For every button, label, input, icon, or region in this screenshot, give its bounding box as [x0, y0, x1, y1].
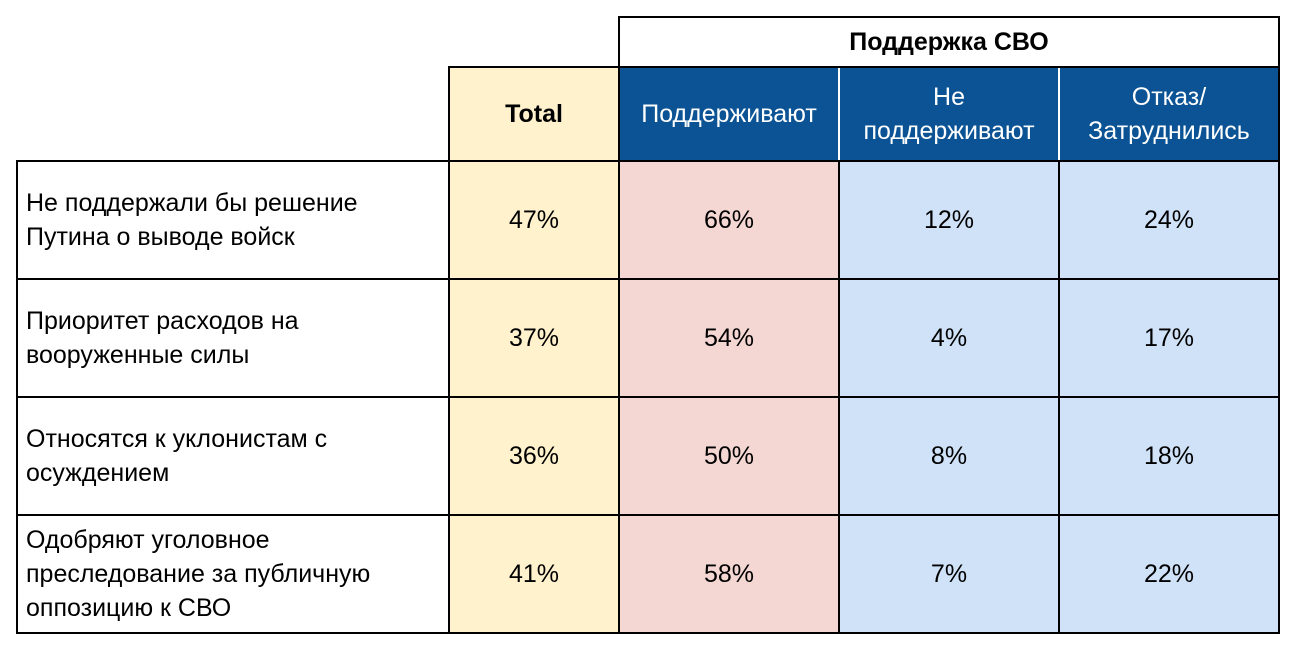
cell-not-support-4: 7%: [838, 514, 1060, 634]
cell-support-2: 54%: [618, 278, 840, 398]
column-header-not-support: Не поддерживают: [838, 66, 1060, 162]
cell-refusal-1: 24%: [1058, 160, 1280, 280]
cell-total-3: 36%: [448, 396, 620, 516]
cell-refusal-3: 18%: [1058, 396, 1280, 516]
cell-refusal-4: 22%: [1058, 514, 1280, 634]
cell-support-4: 58%: [618, 514, 840, 634]
cell-total-2: 37%: [448, 278, 620, 398]
row-label-2: Приоритет расходов на вооруженные силы: [16, 278, 450, 398]
cell-total-4: 41%: [448, 514, 620, 634]
cell-not-support-2: 4%: [838, 278, 1060, 398]
row-label-1: Не поддержали бы решение Путина о выводе…: [16, 160, 450, 280]
cell-refusal-2: 17%: [1058, 278, 1280, 398]
cell-not-support-3: 8%: [838, 396, 1060, 516]
column-header-refusal: Отказ/ Затруднились: [1058, 66, 1280, 162]
cell-not-support-1: 12%: [838, 160, 1060, 280]
group-header-svo: Поддержка СВО: [618, 16, 1280, 68]
cell-total-1: 47%: [448, 160, 620, 280]
cell-support-3: 50%: [618, 396, 840, 516]
column-header-support: Поддерживают: [618, 66, 840, 162]
row-label-4: Одобряют уголовное преследование за публ…: [16, 514, 450, 634]
column-header-total: Total: [448, 66, 620, 162]
row-label-3: Относятся к уклонистам с осуждением: [16, 396, 450, 516]
cell-support-1: 66%: [618, 160, 840, 280]
